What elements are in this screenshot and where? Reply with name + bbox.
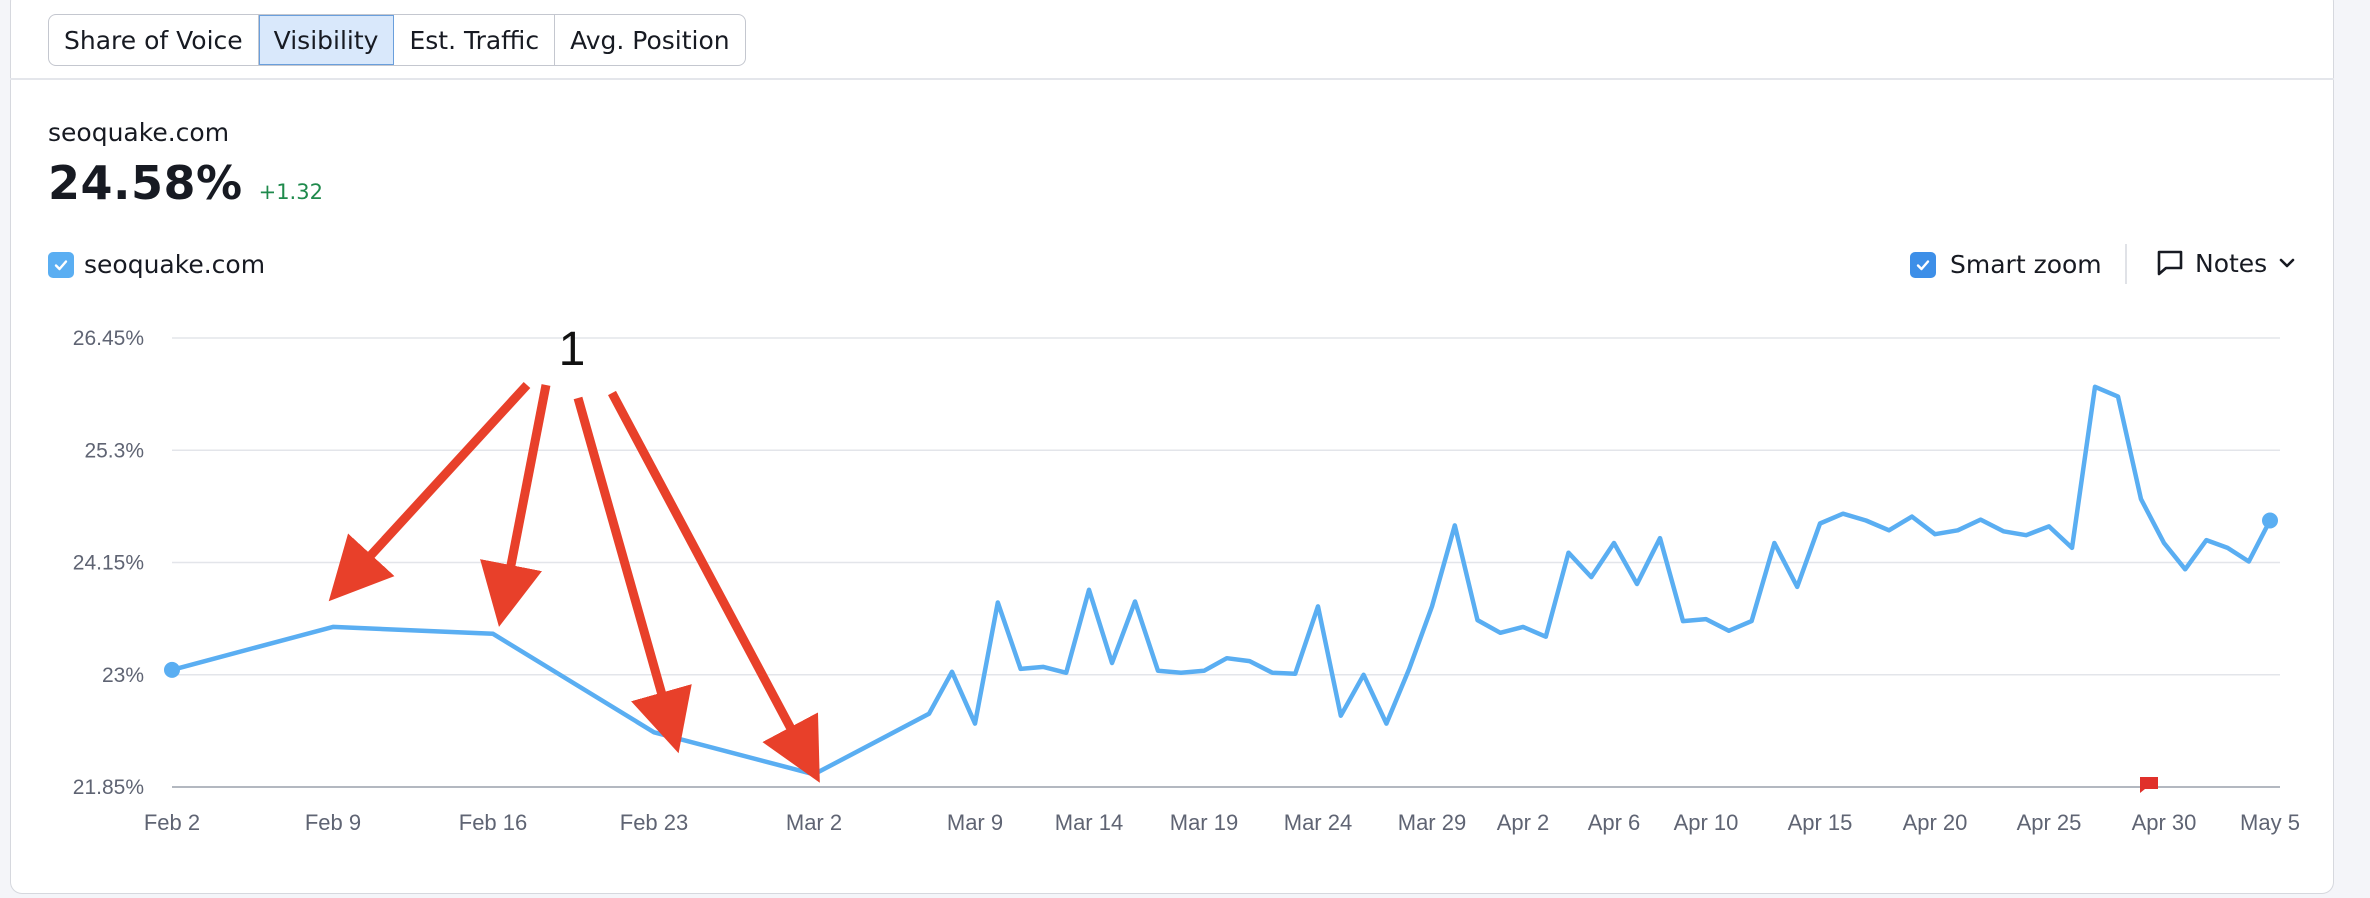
x-tick-label: Mar 19 xyxy=(1170,810,1238,835)
x-tick-label: Mar 2 xyxy=(786,810,842,835)
annotation-label: 1 xyxy=(559,323,586,376)
smart-zoom-checkbox[interactable] xyxy=(1910,251,1936,278)
x-tick-label: Mar 14 xyxy=(1055,810,1123,835)
y-tick-label: 21.85% xyxy=(73,776,144,799)
annotation-arrow xyxy=(608,390,820,783)
x-tick-label: Apr 10 xyxy=(1674,810,1739,835)
visibility-card xyxy=(10,0,2334,894)
x-tick-label: Feb 9 xyxy=(305,810,361,835)
x-tick-label: Mar 24 xyxy=(1284,810,1352,835)
x-tick-label: Apr 15 xyxy=(1788,810,1853,835)
check-icon xyxy=(1916,259,1930,270)
x-tick-label: Mar 29 xyxy=(1398,810,1466,835)
check-icon xyxy=(54,259,68,270)
domain-title: seoquake.com xyxy=(48,118,230,147)
x-tick-label: Feb 2 xyxy=(144,810,200,835)
y-tick-label: 26.45% xyxy=(73,327,144,350)
note-marker[interactable] xyxy=(2140,777,2158,793)
x-tick-label: Apr 20 xyxy=(1903,810,1968,835)
series-end-point[interactable] xyxy=(2262,512,2278,529)
series-start-point[interactable] xyxy=(164,661,180,678)
x-tick-label: May 5 xyxy=(2240,810,2300,835)
smart-zoom-toggle[interactable]: Smart zoom xyxy=(1910,250,2102,279)
notes-label: Notes xyxy=(2195,248,2268,278)
y-tick-label: 23% xyxy=(102,664,144,687)
visibility-delta: +1.32 xyxy=(258,180,323,204)
x-tick-label: Feb 16 xyxy=(459,810,528,835)
tab-est-traffic[interactable]: Est. Traffic xyxy=(394,15,556,65)
notes-dropdown[interactable]: Notes xyxy=(2155,248,2297,278)
legend-checkbox[interactable] xyxy=(48,251,74,278)
x-tick-label: Apr 2 xyxy=(1497,810,1550,835)
visibility-value: 24.58% xyxy=(48,156,243,210)
smart-zoom-label: Smart zoom xyxy=(1950,250,2102,279)
tab-share-of-voice[interactable]: Share of Voice xyxy=(49,15,259,65)
x-tick-label: Feb 23 xyxy=(620,810,689,835)
x-tick-label: Apr 30 xyxy=(2132,810,2197,835)
metric-tabs: Share of Voice Visibility Est. Traffic A… xyxy=(48,14,746,66)
chevron-down-icon xyxy=(2279,258,2295,268)
x-tick-label: Mar 9 xyxy=(947,810,1003,835)
annotation-arrow xyxy=(573,396,692,754)
annotation-arrow xyxy=(480,384,551,627)
comment-icon xyxy=(2157,250,2183,276)
header-divider xyxy=(10,78,2334,80)
series-legend[interactable]: seoquake.com xyxy=(48,250,265,279)
value-row: 24.58% +1.32 xyxy=(48,156,323,210)
x-tick-label: Apr 6 xyxy=(1588,810,1641,835)
tab-visibility[interactable]: Visibility xyxy=(258,15,395,65)
y-tick-label: 25.3% xyxy=(84,439,144,462)
legend-label: seoquake.com xyxy=(84,250,266,279)
tab-avg-position[interactable]: Avg. Position xyxy=(570,25,730,55)
y-tick-label: 24.15% xyxy=(73,552,144,575)
annotation-arrow xyxy=(328,381,531,602)
toolbar-separator xyxy=(2125,244,2127,284)
series-line xyxy=(171,384,2272,777)
x-tick-label: Apr 25 xyxy=(2017,810,2082,835)
